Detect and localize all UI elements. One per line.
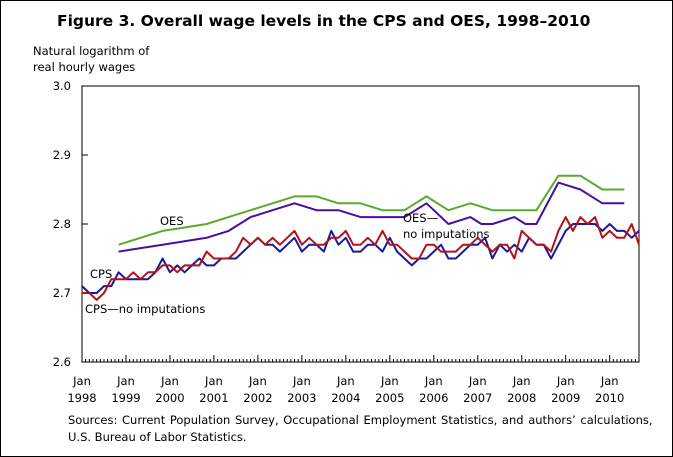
x-tick-label-year: 2008 — [507, 391, 536, 405]
x-tick-label-month: Jan — [248, 374, 267, 388]
y-tick-label: 2.7 — [53, 286, 71, 300]
label-oes-no-imputations-2: no imputations — [403, 227, 490, 241]
x-tick-label-month: Jan — [160, 374, 179, 388]
y-tick-label: 2.6 — [53, 355, 71, 369]
x-tick-label-month: Jan — [468, 374, 487, 388]
x-tick-label-year: 2007 — [463, 391, 492, 405]
series-oes-no-imputations-line — [118, 181, 625, 253]
series-oes-line — [118, 174, 625, 246]
label-oes-no-imputations: OES— — [403, 211, 438, 225]
x-tick-label-year: 2000 — [155, 391, 184, 405]
x-tick-label-year: 2006 — [419, 391, 448, 405]
source-note-line-2: U.S. Bureau of Labor Statistics. — [68, 430, 247, 444]
x-tick-label-month: Jan — [72, 374, 91, 388]
x-tick-label-year: 2004 — [331, 391, 360, 405]
y-tick-label: 2.8 — [53, 217, 71, 231]
x-tick-label-month: Jan — [336, 374, 355, 388]
x-tick-label-month: Jan — [292, 374, 311, 388]
x-tick-label-year: 2001 — [199, 391, 228, 405]
x-tick-label-year: 2002 — [243, 391, 272, 405]
x-tick-label-month: Jan — [512, 374, 531, 388]
label-cps-no-imputations: CPS—no imputations — [85, 302, 205, 316]
x-tick-label-year: 2005 — [375, 391, 404, 405]
x-tick-label-month: Jan — [116, 374, 135, 388]
x-tick-label-year: 1999 — [111, 391, 140, 405]
x-tick-label-year: 2010 — [595, 391, 624, 405]
x-tick-label-month: Jan — [380, 374, 399, 388]
series-cps-line — [81, 223, 640, 294]
y-axis-label-line-1: Natural logarithm of — [33, 44, 150, 58]
x-tick-label-year: 2003 — [287, 391, 316, 405]
x-tick-label-month: Jan — [556, 374, 575, 388]
x-tick-label-month: Jan — [600, 374, 619, 388]
x-tick-label-month: Jan — [424, 374, 443, 388]
x-tick-label-year: 1998 — [67, 391, 96, 405]
y-tick-label: 3.0 — [53, 79, 71, 93]
label-oes: OES — [160, 214, 184, 228]
source-note-line-1: Sources: Current Population Survey, Occu… — [68, 413, 653, 427]
series-cps-no-imputations-line — [82, 216, 640, 301]
label-cps: CPS — [90, 267, 112, 281]
x-tick-label-year: 2009 — [551, 391, 580, 405]
x-tick-label-month: Jan — [204, 374, 223, 388]
chart-title: Figure 3. Overall wage levels in the CPS… — [57, 12, 591, 30]
y-tick-label: 2.9 — [53, 148, 71, 162]
y-axis-label-line-2: real hourly wages — [33, 60, 136, 74]
